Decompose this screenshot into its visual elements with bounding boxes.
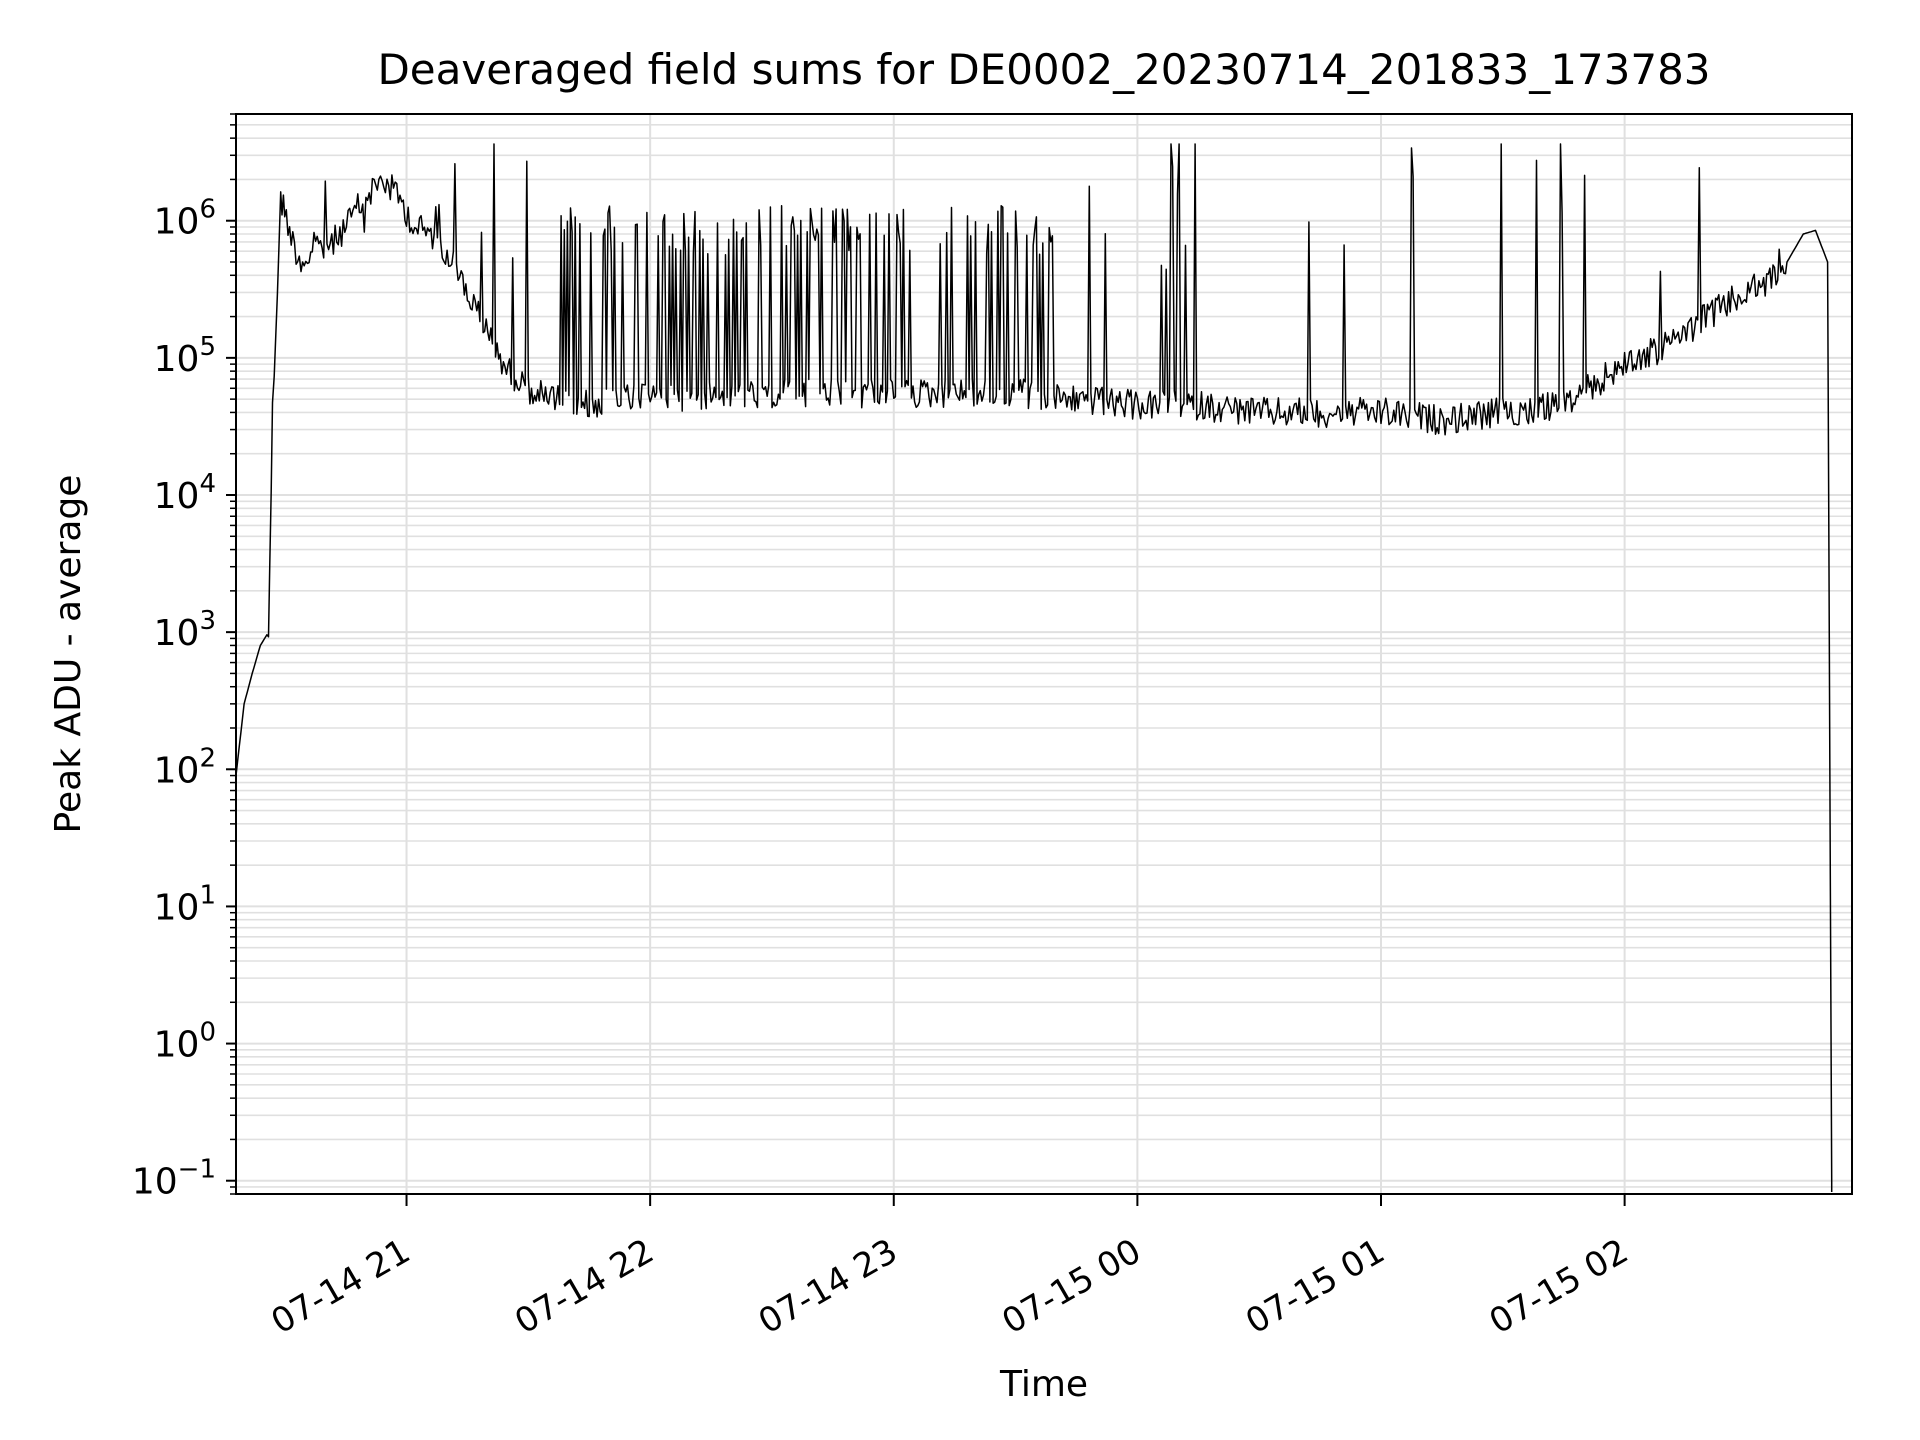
x-tick-label: 07-14 23: [752, 1231, 904, 1342]
series-line: [235, 143, 1833, 1192]
chart-title: Deaveraged field sums for DE0002_2023071…: [377, 45, 1710, 94]
y-tick-label: 104: [154, 469, 216, 517]
y-tick-label: 101: [154, 880, 216, 928]
y-axis-label: Peak ADU - average: [48, 475, 89, 834]
y-tick-label: 100: [154, 1018, 216, 1066]
y-tick-label: 106: [154, 195, 216, 243]
series-layer: [235, 143, 1833, 1192]
plot-frame: [235, 113, 1853, 1195]
y-tick-label: 10−1: [132, 1155, 216, 1203]
x-tick-label: 07-15 02: [1483, 1231, 1635, 1342]
x-tick-label: 07-15 01: [1239, 1231, 1391, 1342]
y-tick-label: 103: [154, 606, 216, 654]
x-tick-label: 07-14 21: [265, 1231, 417, 1342]
x-axis-label: Time: [999, 1364, 1088, 1405]
y-tick-label: 102: [154, 743, 216, 791]
x-tick-label: 07-15 00: [995, 1231, 1147, 1342]
x-tick-label: 07-14 22: [508, 1231, 660, 1342]
grid-layer: [236, 113, 1852, 1195]
y-tick-label: 105: [154, 332, 216, 380]
